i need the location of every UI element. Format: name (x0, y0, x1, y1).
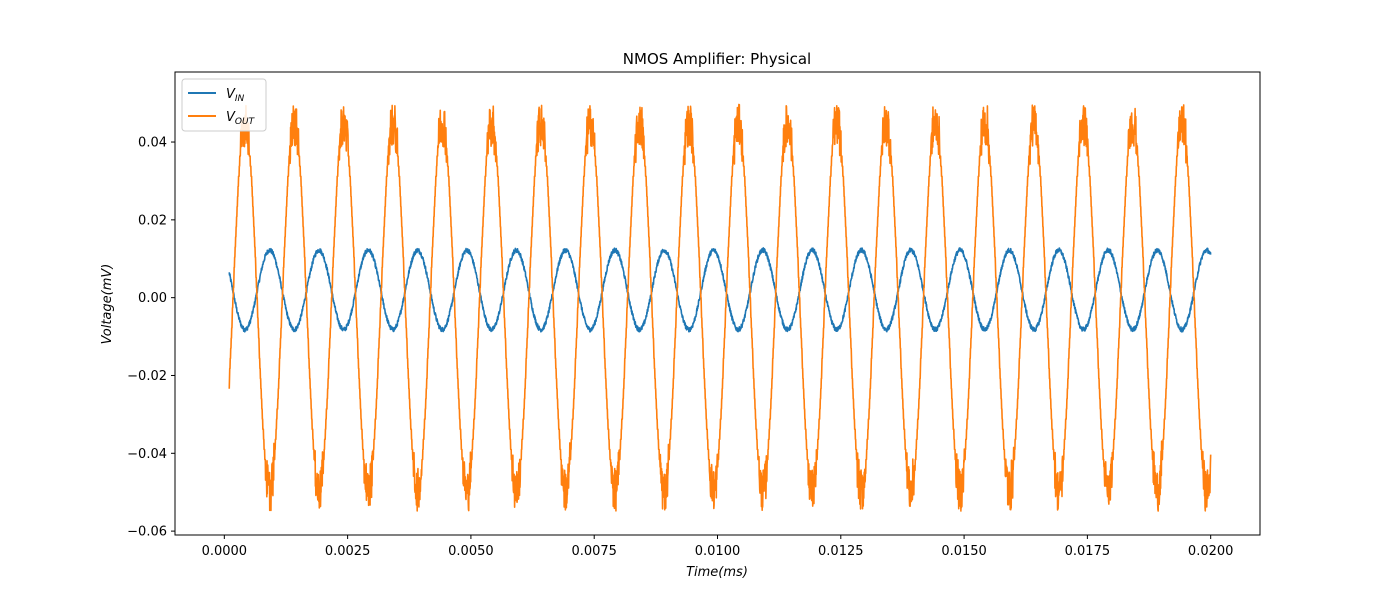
legend-label-main: V (226, 87, 236, 102)
legend-label: VIN (226, 87, 245, 104)
x-tick-label: 0.0125 (818, 544, 864, 559)
series-line-out (228, 103, 1212, 512)
x-axis: 0.0000 0.0025 0.0050 0.0075 0.0100 0.0125 0.01… (202, 535, 1234, 559)
chart-title: NMOS Amplifier: Physical (623, 50, 811, 68)
x-tick-label: 0.0000 (202, 544, 248, 559)
x-tick-label: 0.0200 (1188, 544, 1234, 559)
y-tick-label: −0.02 (127, 369, 167, 384)
x-tick-label: 0.0175 (1065, 544, 1111, 559)
x-tick-label: 0.0150 (941, 544, 987, 559)
y-tick-label: 0.04 (138, 136, 167, 151)
x-tick-label: 0.0075 (571, 544, 617, 559)
plot-lines (228, 103, 1212, 512)
legend-label-sub: OUT (235, 117, 256, 127)
x-tick-label: 0.0100 (695, 544, 741, 559)
y-tick-label: −0.04 (127, 447, 167, 462)
y-tick-label: 0.02 (138, 213, 167, 228)
y-tick-label: −0.06 (127, 525, 167, 540)
x-axis-label: Time(ms) (686, 565, 748, 580)
x-tick-label: 0.0025 (325, 544, 371, 559)
y-axis: −0.06 −0.04 −0.02 0.00 0.02 0.04 (127, 136, 175, 540)
legend-label-sub: IN (235, 94, 245, 104)
x-tick-label: 0.0050 (448, 544, 494, 559)
legend-label: VOUT (226, 110, 256, 127)
series-line-in (228, 247, 1212, 333)
y-tick-label: 0.00 (138, 291, 167, 306)
legend-label-main: V (226, 110, 236, 125)
y-axis-label: Voltage(mV) (100, 264, 115, 345)
